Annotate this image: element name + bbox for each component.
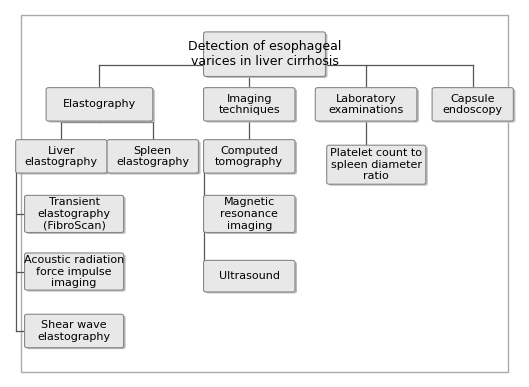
FancyBboxPatch shape: [204, 140, 295, 173]
Text: Elastography: Elastography: [63, 99, 136, 110]
FancyBboxPatch shape: [206, 197, 297, 234]
FancyBboxPatch shape: [434, 89, 515, 123]
FancyBboxPatch shape: [317, 89, 419, 123]
FancyBboxPatch shape: [204, 260, 295, 292]
FancyBboxPatch shape: [432, 87, 513, 121]
FancyBboxPatch shape: [204, 195, 295, 233]
Text: Detection of esophageal
varices in liver cirrhosis: Detection of esophageal varices in liver…: [188, 40, 341, 68]
FancyBboxPatch shape: [16, 140, 107, 173]
FancyBboxPatch shape: [26, 197, 125, 234]
FancyBboxPatch shape: [17, 141, 109, 175]
FancyBboxPatch shape: [109, 141, 200, 175]
FancyBboxPatch shape: [46, 87, 153, 121]
FancyBboxPatch shape: [24, 314, 124, 348]
FancyBboxPatch shape: [329, 147, 428, 186]
Text: Platelet count to
spleen diameter
ratio: Platelet count to spleen diameter ratio: [330, 148, 422, 181]
FancyBboxPatch shape: [327, 145, 426, 184]
FancyBboxPatch shape: [204, 87, 295, 121]
Text: Liver
elastography: Liver elastography: [25, 146, 98, 167]
Text: Shear wave
elastography: Shear wave elastography: [38, 320, 111, 342]
FancyBboxPatch shape: [206, 262, 297, 293]
FancyBboxPatch shape: [48, 89, 155, 123]
FancyBboxPatch shape: [206, 33, 327, 78]
FancyBboxPatch shape: [204, 32, 325, 77]
Text: Transient
elastography
(FibroScan): Transient elastography (FibroScan): [38, 197, 111, 231]
FancyBboxPatch shape: [315, 87, 417, 121]
FancyBboxPatch shape: [26, 316, 125, 349]
Text: Acoustic radiation
force impulse
imaging: Acoustic radiation force impulse imaging: [24, 255, 124, 288]
Text: Imaging
techniques: Imaging techniques: [218, 94, 280, 115]
Text: Capsule
endoscopy: Capsule endoscopy: [443, 94, 503, 115]
FancyBboxPatch shape: [26, 254, 125, 291]
FancyBboxPatch shape: [206, 141, 297, 175]
Text: Computed
tomography: Computed tomography: [215, 146, 284, 167]
Text: Spleen
elastography: Spleen elastography: [116, 146, 189, 167]
Text: Magnetic
resonance
imaging: Magnetic resonance imaging: [220, 197, 278, 231]
FancyBboxPatch shape: [24, 195, 124, 233]
FancyBboxPatch shape: [206, 89, 297, 123]
Text: Ultrasound: Ultrasound: [219, 271, 280, 281]
FancyBboxPatch shape: [24, 253, 124, 290]
FancyBboxPatch shape: [107, 140, 198, 173]
Text: Laboratory
examinations: Laboratory examinations: [329, 94, 404, 115]
